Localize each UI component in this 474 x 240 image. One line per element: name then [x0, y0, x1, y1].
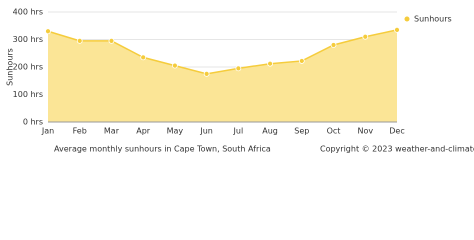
- y-tick-label: 100 hrs: [13, 90, 43, 99]
- x-tick-label: Nov: [357, 127, 373, 136]
- x-tick-label: Jul: [233, 127, 244, 136]
- point: [45, 28, 51, 35]
- legend-label: Sunhours: [414, 15, 452, 24]
- point: [203, 70, 210, 77]
- x-tick-label: Jun: [199, 127, 213, 136]
- point: [235, 65, 242, 72]
- copyright: Copyright © 2023 weather-and-climate.com: [320, 145, 474, 154]
- y-tick-label: 400 hrs: [13, 8, 43, 17]
- point: [362, 33, 369, 40]
- point: [172, 62, 178, 69]
- point: [267, 60, 273, 67]
- area: [48, 29, 397, 122]
- line: [47, 29, 398, 75]
- point: [140, 54, 147, 61]
- point: [330, 42, 337, 48]
- chart: Sunhours Average monthly sunhours in Cap…: [6, 8, 474, 154]
- x-tick-label: Mar: [104, 127, 120, 136]
- point: [108, 37, 115, 44]
- point: [394, 26, 400, 33]
- x-tick-label: Feb: [73, 127, 87, 136]
- x-tick-label: Aug: [262, 127, 278, 136]
- y-tick-label: 300 hrs: [13, 35, 43, 44]
- chart-title: Average monthly sunhours in Cape Town, S…: [54, 145, 271, 154]
- x-tick-label: Dec: [389, 127, 404, 136]
- x-tick-label: Apr: [136, 127, 151, 136]
- point: [76, 37, 83, 44]
- x-tick-label: Sep: [294, 127, 309, 136]
- x-tick-label: Oct: [327, 127, 341, 136]
- y-tick-label: 0 hrs: [23, 118, 43, 127]
- y-axis-title: Sunhours: [6, 48, 15, 86]
- point: [298, 58, 305, 64]
- x-tick-label: May: [167, 127, 184, 136]
- x-tick-label: Jan: [41, 127, 54, 136]
- y-tick-label: 200 hrs: [13, 63, 43, 72]
- legend-marker: [404, 16, 410, 22]
